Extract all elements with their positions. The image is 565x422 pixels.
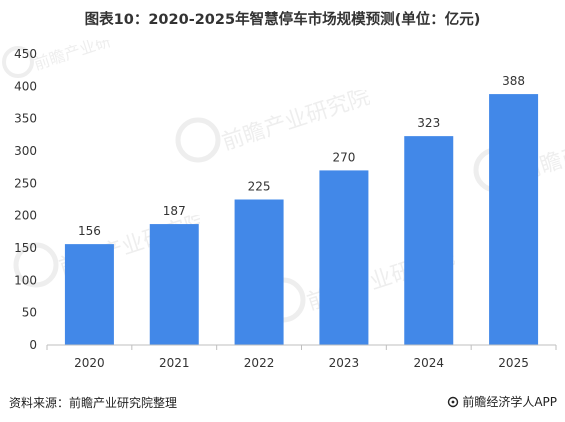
bar bbox=[319, 170, 369, 345]
data-label: 323 bbox=[417, 116, 440, 130]
y-tick-label: 100 bbox=[14, 273, 37, 287]
y-tick-label: 150 bbox=[14, 241, 37, 255]
bar bbox=[404, 136, 454, 345]
y-tick-label: 400 bbox=[14, 79, 37, 93]
bar bbox=[489, 94, 539, 345]
y-tick-label: 450 bbox=[14, 47, 37, 61]
brand-credit-label: 前瞻经济学人APP bbox=[462, 395, 557, 409]
x-tick-label: 2021 bbox=[159, 356, 190, 370]
x-tick-label: 2024 bbox=[413, 356, 444, 370]
y-tick-label: 50 bbox=[22, 306, 37, 320]
y-tick-label: 200 bbox=[14, 209, 37, 223]
y-tick-label: 300 bbox=[14, 144, 37, 158]
y-tick-label: 250 bbox=[14, 176, 37, 190]
chart-title: 图表10：2020-2025年智慧停车市场规模预测(单位：亿元) bbox=[84, 12, 481, 28]
bar bbox=[149, 224, 199, 345]
data-label: 388 bbox=[502, 74, 525, 88]
bar bbox=[234, 199, 284, 345]
qianzhan-logo-icon bbox=[448, 396, 459, 407]
bar-chart: 0 50 100 150 200 250 300 350 400 450 156 2020 187 202… bbox=[14, 47, 557, 370]
bar bbox=[64, 244, 114, 345]
x-tick-label: 2020 bbox=[74, 356, 105, 370]
y-tick-label: 350 bbox=[14, 112, 37, 126]
data-label: 225 bbox=[248, 180, 271, 194]
data-label: 156 bbox=[78, 224, 101, 238]
data-label: 187 bbox=[163, 204, 186, 218]
x-tick-label: 2025 bbox=[498, 356, 529, 370]
x-tick-label: 2022 bbox=[244, 356, 275, 370]
x-tick-label: 2023 bbox=[329, 356, 360, 370]
y-tick-label: 0 bbox=[29, 338, 37, 352]
brand-credit: 前瞻经济学人APP bbox=[447, 393, 557, 410]
source-note: 资料来源：前瞻产业研究院整理 bbox=[9, 396, 178, 410]
data-label: 270 bbox=[332, 150, 355, 164]
